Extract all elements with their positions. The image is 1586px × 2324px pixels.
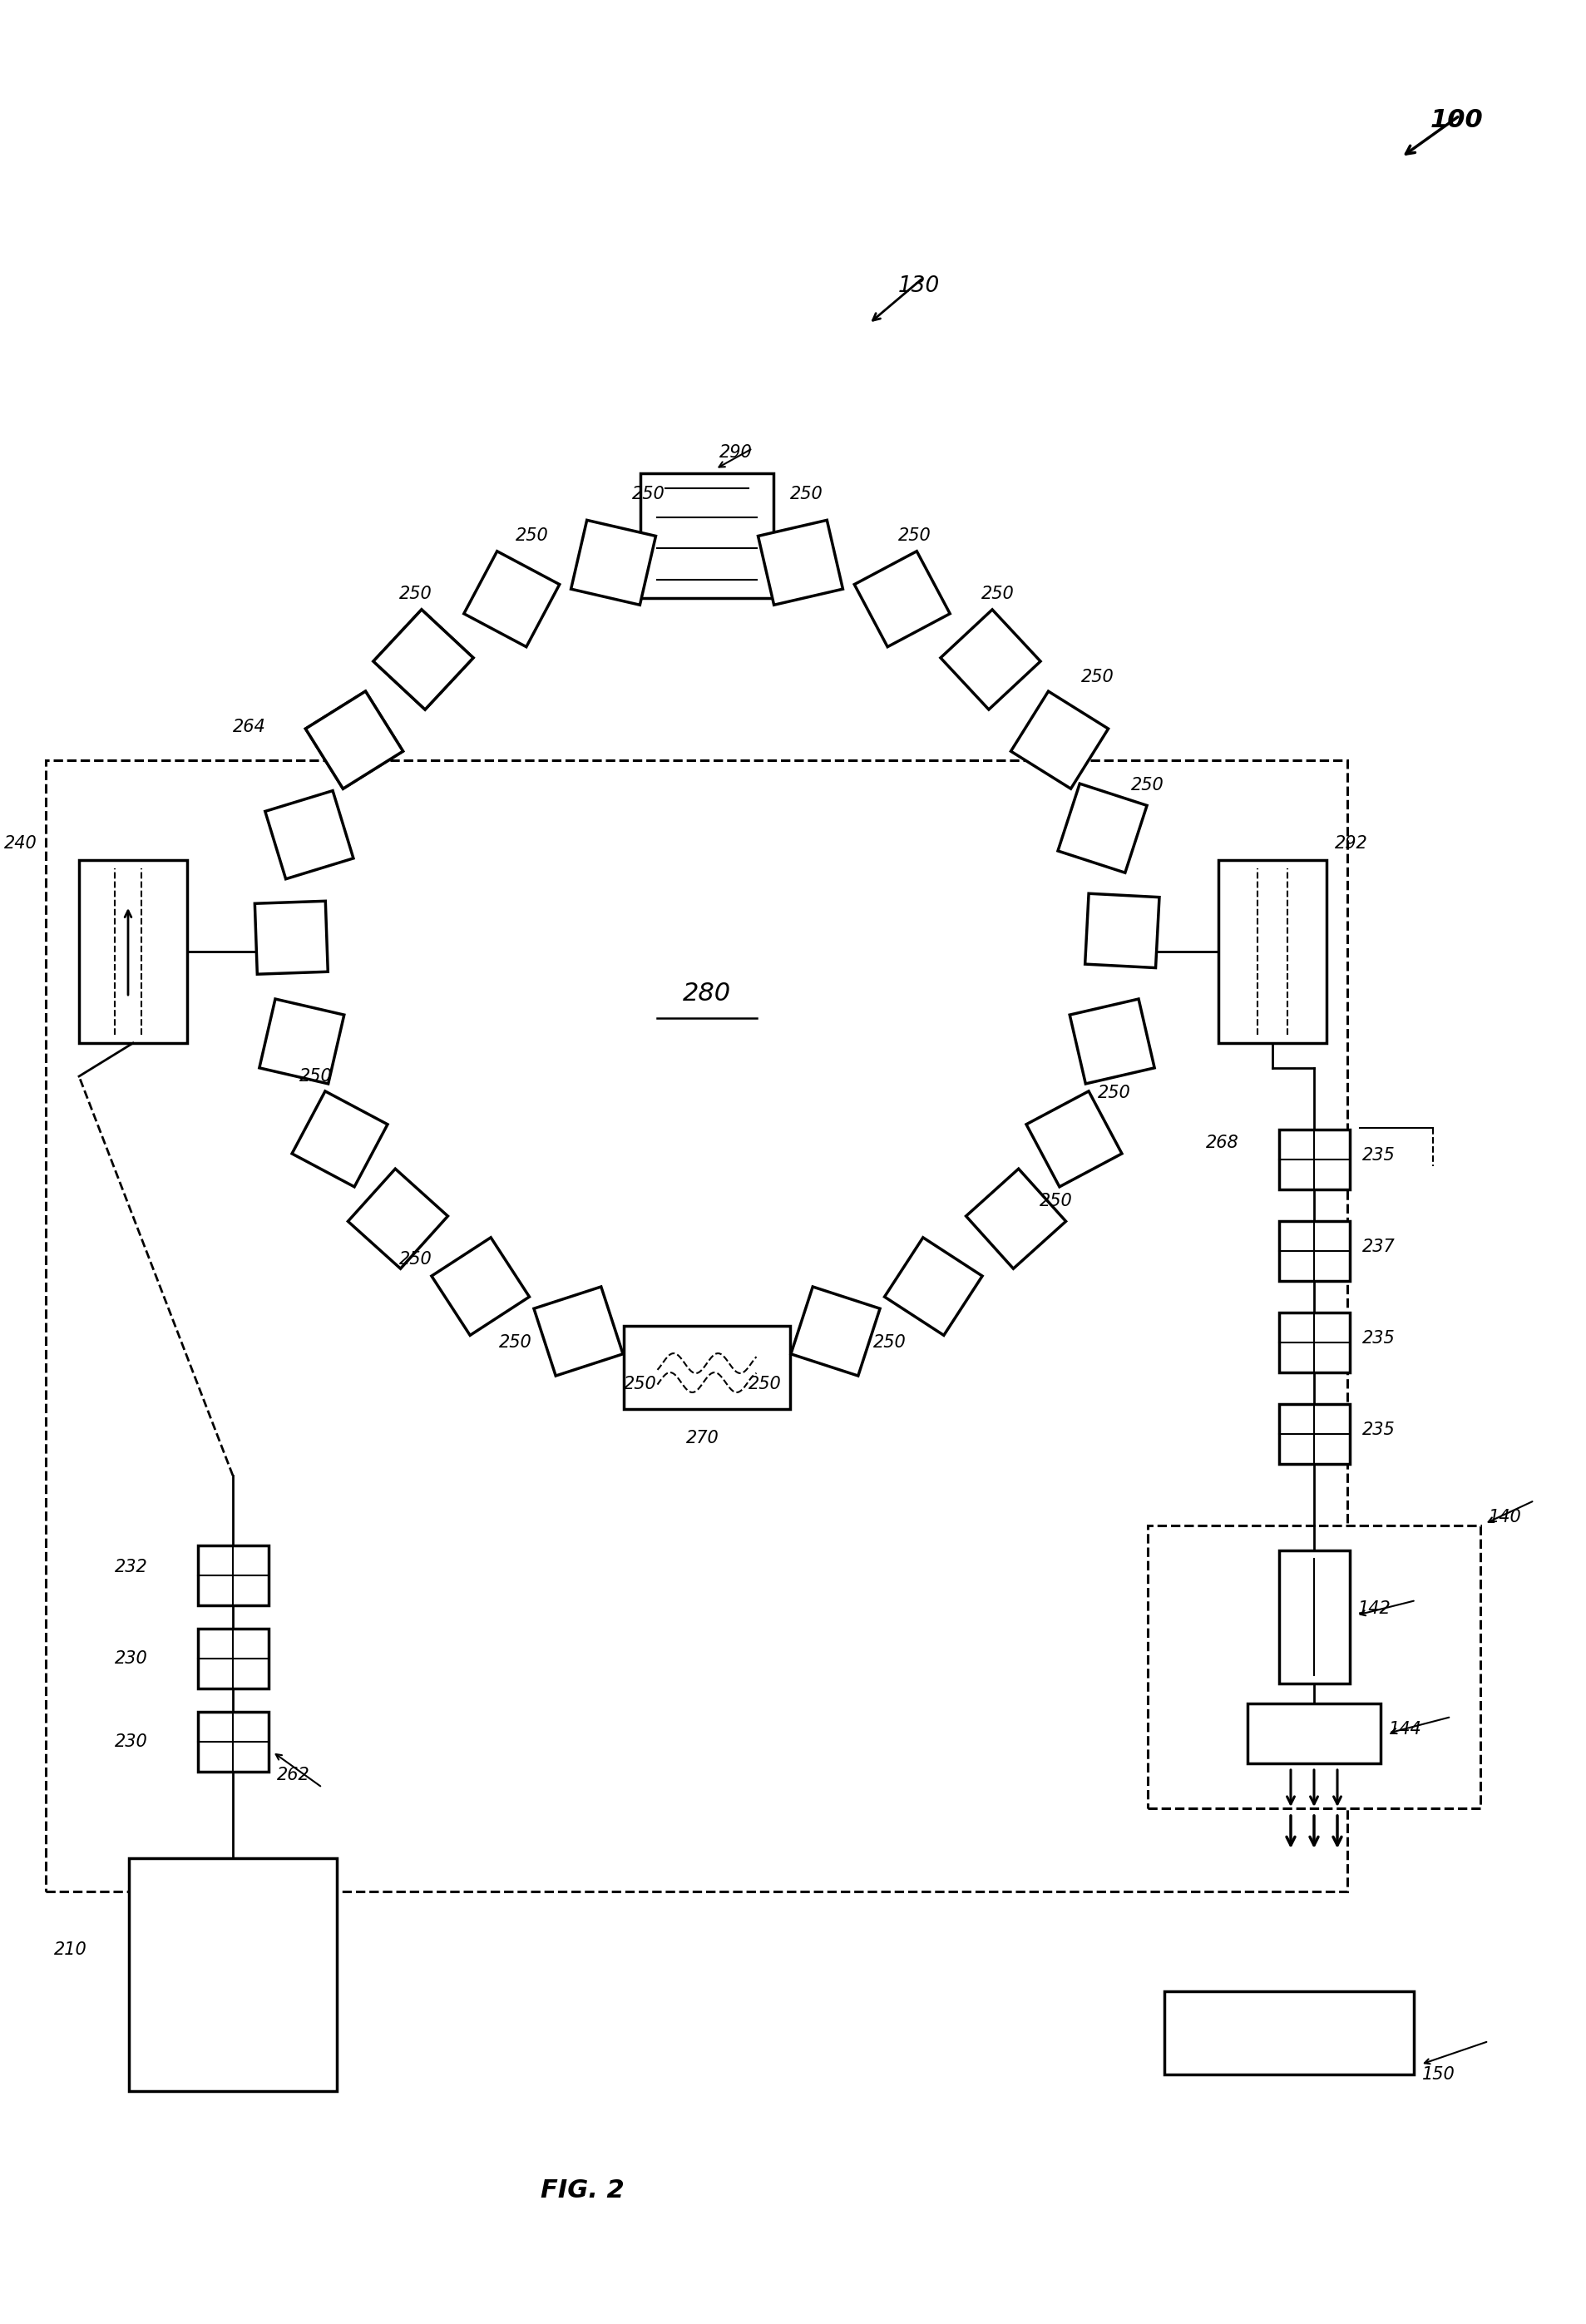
Text: 230: 230 (114, 1650, 147, 1666)
Polygon shape (306, 690, 403, 788)
Bar (1278, 1313, 1350, 1373)
Polygon shape (1085, 892, 1159, 967)
Text: 250: 250 (400, 1250, 433, 1267)
Polygon shape (373, 609, 473, 709)
Text: 250: 250 (300, 1069, 333, 1085)
Bar (198, 1545, 268, 1606)
Bar (1148, 1525, 1480, 1808)
Polygon shape (885, 1236, 982, 1336)
Text: 250: 250 (749, 1376, 782, 1392)
Text: 150: 150 (1423, 2066, 1456, 2082)
Polygon shape (966, 1169, 1066, 1269)
Bar (1278, 1550, 1350, 1683)
Text: 130: 130 (898, 274, 940, 297)
Text: 144: 144 (1389, 1722, 1423, 1738)
Text: 280: 280 (682, 981, 731, 1006)
Bar (1218, 860, 1326, 1043)
Text: 250: 250 (898, 528, 931, 544)
Text: 250: 250 (1039, 1192, 1072, 1208)
Bar (79, 860, 187, 1043)
Polygon shape (1010, 690, 1109, 788)
Polygon shape (292, 1092, 387, 1188)
Text: 210: 210 (54, 1941, 87, 1959)
Polygon shape (1058, 783, 1147, 874)
Polygon shape (431, 1236, 530, 1336)
Polygon shape (255, 902, 328, 974)
Polygon shape (534, 1287, 623, 1376)
Polygon shape (1069, 999, 1155, 1083)
Text: 264: 264 (233, 718, 266, 734)
Text: 250: 250 (1082, 669, 1115, 686)
Text: 250: 250 (982, 586, 1015, 602)
Bar (1164, 1992, 1413, 2075)
Bar (1278, 1404, 1350, 1464)
Text: 235: 235 (1362, 1148, 1396, 1164)
Bar (641, 474, 774, 597)
Polygon shape (306, 690, 403, 788)
Polygon shape (265, 790, 354, 878)
Text: 250: 250 (515, 528, 549, 544)
Polygon shape (855, 551, 950, 646)
Text: 235: 235 (1362, 1329, 1396, 1346)
Polygon shape (940, 609, 1040, 709)
Text: 290: 290 (720, 444, 752, 460)
Polygon shape (1026, 1092, 1121, 1188)
Text: 250: 250 (790, 486, 823, 502)
Text: 250: 250 (400, 586, 433, 602)
Text: 237: 237 (1362, 1239, 1396, 1255)
Polygon shape (758, 521, 842, 604)
Text: 250: 250 (874, 1334, 906, 1350)
Bar (128, 1859, 336, 2092)
Bar (1278, 1220, 1350, 1281)
Text: 232: 232 (114, 1559, 147, 1576)
Bar (198, 1713, 268, 1771)
Bar (1278, 1129, 1350, 1190)
Text: 250: 250 (623, 1376, 657, 1392)
Bar (1248, 1703, 1380, 1764)
Text: 250: 250 (1131, 776, 1164, 792)
Text: FIG. 2: FIG. 2 (541, 2180, 623, 2203)
Polygon shape (373, 609, 473, 709)
Text: 100: 100 (1431, 107, 1483, 132)
Text: 262: 262 (276, 1766, 309, 1783)
Bar (623, 1327, 790, 1408)
Polygon shape (791, 1287, 880, 1376)
Polygon shape (347, 1169, 447, 1269)
Text: 250: 250 (500, 1334, 531, 1350)
Text: 240: 240 (5, 834, 36, 851)
Polygon shape (571, 521, 655, 604)
Text: 235: 235 (1362, 1422, 1396, 1439)
Text: 270: 270 (687, 1429, 718, 1446)
Text: 250: 250 (1098, 1085, 1131, 1102)
Polygon shape (463, 551, 560, 646)
Text: 250: 250 (633, 486, 665, 502)
Text: 142: 142 (1358, 1601, 1391, 1618)
Text: 230: 230 (114, 1734, 147, 1750)
Bar (46, 760, 1348, 1892)
Bar (198, 1629, 268, 1690)
Text: 140: 140 (1489, 1508, 1521, 1525)
Text: 292: 292 (1335, 834, 1367, 851)
Polygon shape (260, 999, 344, 1083)
Text: 268: 268 (1205, 1134, 1239, 1150)
